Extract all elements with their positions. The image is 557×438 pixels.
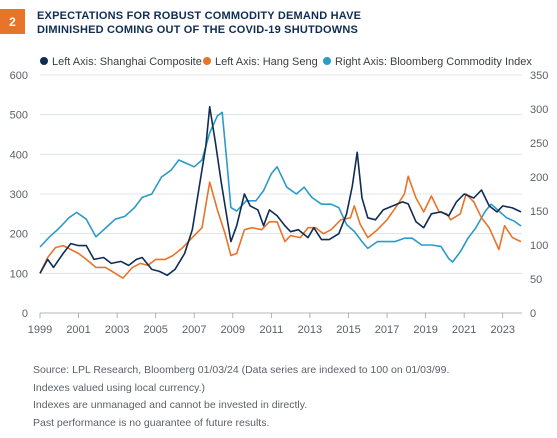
chart-title: EXPECTATIONS FOR ROBUST COMMODITY DEMAND… (37, 9, 397, 37)
chart-grid (40, 74, 522, 314)
series-line-2 (39, 111, 522, 263)
left-axis-ticks: 0 100 200 300 400 500 600 (10, 70, 28, 320)
x-tick-label: 1999 (28, 324, 52, 336)
series-line-0 (39, 105, 522, 277)
x-axis-ticks: 1999 2001 2003 2005 2007 2009 2011 2013 2015 2017… (28, 313, 515, 336)
legend-label: Left Axis: Hang Seng (215, 56, 318, 68)
figure-number-badge: 2 (0, 9, 25, 34)
x-tick-label: 2019 (413, 324, 437, 336)
legend-marker (40, 57, 48, 65)
line-chart: Left Axis: Shanghai Composite Left Axis: … (10, 56, 549, 336)
chart-series (39, 105, 522, 279)
left-tick-label: 0 (22, 308, 28, 320)
legend-label: Right Axis: Bloomberg Commodity Index (335, 56, 532, 68)
chart-title-line-2: DIMINISHED COMING OUT OF THE COVID-19 SH… (37, 24, 359, 36)
left-tick-label: 100 (10, 268, 28, 280)
right-tick-label: 50 (530, 274, 542, 286)
footnotes: Source: LPL Research, Bloomberg 01/03/24… (33, 362, 449, 432)
left-tick-label: 300 (10, 189, 28, 201)
left-tick-label: 500 (10, 110, 28, 122)
right-tick-label: 150 (530, 206, 548, 218)
left-tick-label: 400 (10, 149, 28, 161)
right-tick-label: 0 (530, 308, 536, 320)
x-tick-label: 2017 (375, 324, 399, 336)
right-tick-label: 300 (530, 104, 548, 116)
right-axis-ticks: 0 50 100 150 200 250 300 350 (530, 70, 548, 320)
x-tick-label: 2013 (298, 324, 322, 336)
legend-item: Left Axis: Shanghai Composite (40, 56, 202, 68)
right-tick-label: 350 (530, 70, 548, 82)
x-tick-label: 2005 (143, 324, 167, 336)
x-tick-label: 2007 (182, 324, 206, 336)
legend-item: Left Axis: Hang Seng (203, 56, 318, 68)
left-tick-label: 200 (10, 229, 28, 241)
x-tick-label: 2009 (221, 324, 245, 336)
performance-note: Past performance is no guarantee of futu… (33, 416, 270, 429)
x-tick-label: 2021 (452, 324, 476, 336)
right-tick-label: 250 (530, 138, 548, 150)
x-tick-label: 2023 (490, 324, 514, 336)
legend-marker (203, 57, 211, 65)
legend-label: Left Axis: Shanghai Composite (52, 56, 202, 68)
x-tick-label: 2011 (260, 324, 284, 336)
chart-legend: Left Axis: Shanghai Composite Left Axis: … (40, 56, 532, 68)
legend-item: Right Axis: Bloomberg Commodity Index (323, 56, 532, 68)
left-tick-label: 600 (10, 70, 28, 82)
chart-title-line-1: EXPECTATIONS FOR ROBUST COMMODITY DEMAND… (37, 10, 362, 22)
currency-note: Indexes valued using local currency.) (33, 381, 205, 394)
x-tick-label: 2015 (336, 324, 360, 336)
legend-marker (323, 57, 331, 65)
x-tick-label: 2003 (105, 324, 129, 336)
right-tick-label: 200 (530, 172, 548, 184)
source-note: Source: LPL Research, Bloomberg 01/03/24… (33, 364, 450, 376)
x-tick-label: 2001 (66, 324, 90, 336)
right-tick-label: 100 (530, 240, 548, 252)
disclaimer-note: Indexes are unmanaged and cannot be inve… (33, 399, 308, 411)
